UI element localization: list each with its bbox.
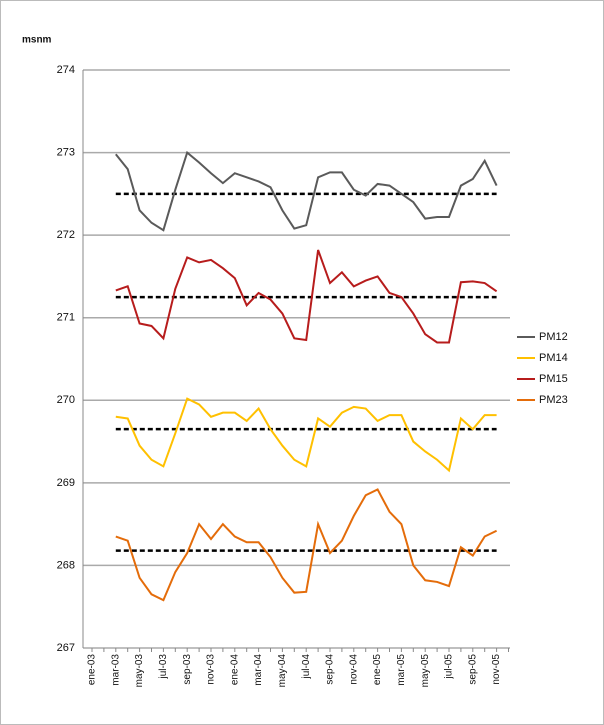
x-tick-label: may-04 — [277, 654, 288, 688]
y-tick-label: 272 — [57, 229, 75, 241]
legend-label: PM14 — [539, 352, 568, 364]
x-tick-label: nov-05 — [491, 654, 502, 685]
x-tick-label: mar-04 — [253, 654, 264, 686]
legend-label: PM12 — [539, 331, 568, 343]
series-line — [115, 249, 498, 344]
series-line — [115, 488, 498, 602]
x-tick-label: mar-03 — [110, 654, 121, 686]
x-tick-label: may-05 — [420, 654, 431, 688]
x-tick-label: ene-03 — [87, 654, 98, 686]
x-tick-label: may-03 — [134, 654, 145, 688]
legend-label: PM15 — [539, 373, 568, 385]
x-tick-label: nov-04 — [348, 654, 359, 685]
x-tick-label: sep-04 — [325, 654, 336, 685]
y-axis-label: msnm — [22, 35, 52, 46]
y-tick-label: 269 — [57, 477, 75, 489]
x-tick-label: nov-03 — [206, 654, 217, 685]
series-line — [115, 150, 498, 232]
x-tick-label: jul-05 — [444, 654, 455, 680]
x-tick-label: ene-04 — [229, 654, 240, 686]
y-tick-label: 270 — [57, 394, 75, 406]
y-tick-label: 274 — [57, 64, 75, 76]
x-tick-label: ene-05 — [372, 654, 383, 686]
x-tick-label: jul-04 — [301, 654, 312, 680]
x-tick-label: sep-03 — [182, 654, 193, 685]
x-tick-label: sep-05 — [467, 654, 478, 685]
y-tick-label: 268 — [57, 559, 75, 571]
y-tick-label: 267 — [57, 642, 75, 654]
legend-label: PM23 — [539, 394, 568, 406]
x-tick-label: jul-03 — [158, 654, 169, 680]
x-tick-label: mar-05 — [396, 654, 407, 686]
y-tick-label: 273 — [57, 146, 75, 158]
y-tick-label: 271 — [57, 312, 75, 324]
series-line — [115, 397, 497, 473]
